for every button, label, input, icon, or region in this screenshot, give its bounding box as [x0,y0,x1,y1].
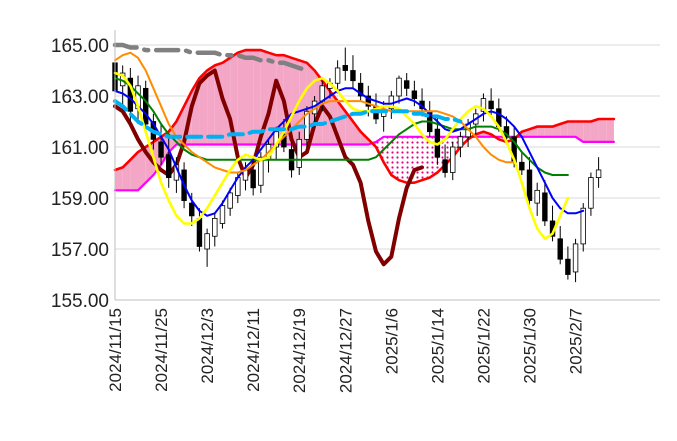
candle-body [588,177,594,209]
candle-body [227,192,233,209]
candle-body [557,238,563,260]
candlesticks [112,47,602,283]
candle-body [189,202,195,217]
x-tick-label: 2024/12/11 [244,308,263,392]
y-tick-label: 155.00 [51,291,109,312]
x-axis-labels: 2024/11/15 2024/11/25 2024/12/3 2024/12/11 2… [106,308,586,393]
y-tick-label: 165.00 [51,36,109,57]
x-tick-label: 2025/1/6 [382,308,401,374]
cloud-segment [590,118,599,142]
cloud-segment [399,136,407,183]
cloud-segment [606,118,614,142]
candle-body [158,141,164,158]
axes [114,30,660,301]
ma_long-line [112,42,310,73]
cloud-segment [598,118,607,142]
candle-body [365,95,372,107]
candle-body [357,82,364,97]
candle-body [572,243,579,273]
candle-body [480,98,487,112]
cloud-segment [337,101,346,145]
candle-body [534,189,540,204]
cloud-segment [130,152,139,191]
candle-body [166,154,172,178]
cloud-segment [115,167,123,191]
x-tick-label: 2025/2/7 [567,308,586,374]
candle-body [442,159,448,173]
tenkan-line [114,87,585,217]
cloud-segment [422,136,430,181]
cloud-segment [583,121,591,142]
cloud-segment [567,121,576,137]
candle-body [250,169,256,189]
cloud-segment [352,121,361,145]
cloud-segment [199,70,208,145]
candle-body [526,169,533,201]
candle-body [258,156,264,186]
candle-body [542,192,548,222]
y-tick-label: 157.00 [51,240,109,261]
x-tick-label: 2024/11/15 [106,308,125,392]
candle-body [595,169,602,178]
senkou_b-line [113,135,615,192]
candle-body [403,80,410,89]
y-tick-label: 163.00 [51,87,109,108]
cloud-segment [245,50,254,145]
kijun-line [114,77,569,176]
x-tick-label: 2024/11/25 [152,308,171,392]
ma_dashed-line [113,99,463,139]
candle-body [488,100,494,110]
cloud-segment [138,147,146,191]
x-tick-label: 2025/1/22 [475,308,494,384]
cloud-segment [207,65,215,145]
cloud-segment [414,136,423,183]
candle-body [519,161,525,171]
x-tick-label: 2024/12/19 [290,308,309,393]
candle-body [196,217,203,247]
candle-body [219,205,226,224]
cloud-segment [253,50,261,145]
cloud-segment [222,57,231,145]
y-tick-label: 159.00 [51,189,109,210]
candle-body [396,77,402,97]
overlay-lines [113,51,585,241]
candle-body [411,90,418,99]
x-tick-label: 2024/12/27 [336,308,355,393]
ma_short-line [113,71,570,241]
cloud-segment [122,159,131,191]
cloud-segment [537,126,545,137]
candle-body [580,207,586,245]
x-tick-label: 2025/1/30 [521,308,540,384]
candle-body [565,258,571,275]
candle-body [212,217,218,237]
senkou_a-line [113,48,616,184]
candle-body [143,87,149,125]
cloud-segment [391,136,400,181]
cloud-segment [560,121,568,137]
candle-body [450,146,456,173]
ma_mid-line [114,51,516,174]
candle-body [319,85,325,102]
y-tick-label: 161.00 [51,138,109,159]
candle-body [457,136,464,148]
y-axis-labels: 165.00 163.00 161.00 159.00 157.00 155.00 [51,36,109,312]
candle-body [342,65,348,71]
x-tick-label: 2025/1/14 [428,308,447,384]
candle-body [204,233,210,250]
cloud-segment [544,126,553,137]
candle-body [334,67,341,84]
x-tick-label: 2024/12/3 [198,308,217,384]
cloud-segment [237,50,246,145]
candle-body [296,138,302,168]
candle-body [350,70,356,82]
